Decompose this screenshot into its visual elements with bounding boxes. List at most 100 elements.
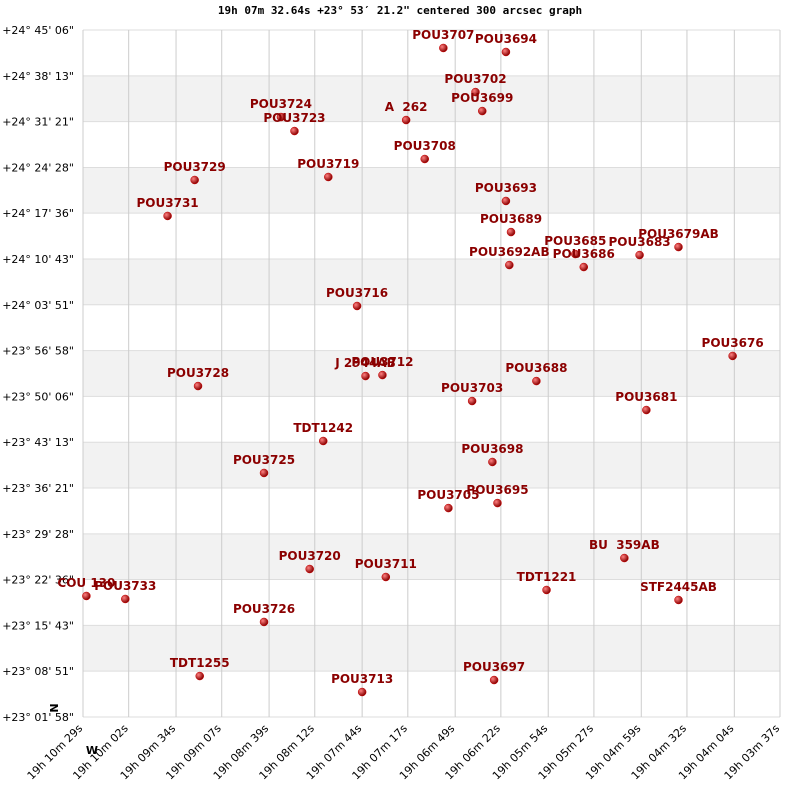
star-marker	[579, 262, 589, 272]
y-tick-label: +24° 10' 43"	[2, 253, 74, 266]
star-label: POU3695	[466, 483, 528, 497]
star-marker	[444, 503, 453, 513]
star-label: POU3697	[463, 660, 525, 674]
band	[83, 75, 780, 122]
star-label: POU3692AB	[469, 245, 550, 259]
y-tick-label: +23° 15' 43"	[2, 619, 74, 632]
y-tick-label: +24° 17' 36"	[2, 207, 74, 220]
band	[83, 442, 780, 488]
star-label: POU3729	[164, 160, 226, 174]
star-marker	[493, 498, 502, 508]
y-tick-label: +24° 45' 06"	[2, 24, 74, 37]
star-marker	[324, 172, 333, 182]
star-label: A 262	[385, 100, 428, 114]
star-label: POU3686	[553, 247, 615, 261]
star-label: POU3719	[297, 157, 359, 171]
star-marker	[352, 301, 362, 311]
star-marker	[439, 43, 448, 53]
star-marker	[195, 671, 204, 681]
star-label: COU 130	[57, 576, 115, 590]
star-marker	[163, 211, 172, 221]
star-label: TDT1255	[170, 656, 230, 670]
star-label: POU3699	[451, 91, 513, 105]
star-label: J 2944AB	[334, 356, 395, 370]
star-label: POU3679AB	[638, 227, 719, 241]
star-label: POU3705	[417, 488, 479, 502]
star-marker	[489, 675, 499, 685]
star-label: POU3688	[505, 361, 567, 375]
star-marker	[467, 396, 477, 406]
star-marker	[635, 250, 644, 260]
star-label: POU3676	[702, 336, 764, 350]
star-marker	[478, 106, 487, 116]
star-label: POU3708	[394, 139, 456, 153]
band	[83, 259, 780, 305]
star-label: POU3726	[233, 602, 295, 616]
band	[83, 167, 780, 214]
star-label: POU3689	[480, 212, 542, 226]
y-tick-label: +23° 22' 36"	[2, 574, 74, 587]
y-tick-label: +24° 38' 13"	[2, 70, 74, 83]
star-marker	[361, 371, 370, 381]
star-marker	[401, 115, 411, 125]
star-label: POU3713	[331, 672, 393, 686]
star-label: POU3723	[263, 111, 325, 125]
y-tick-label: +24° 24' 28"	[2, 161, 74, 174]
star-label: TDT1242	[293, 421, 353, 435]
star-marker	[276, 112, 286, 122]
star-marker	[121, 594, 130, 604]
star-marker	[506, 227, 516, 237]
star-marker	[488, 457, 497, 467]
star-marker	[674, 242, 683, 252]
star-marker	[290, 126, 299, 136]
star-marker	[620, 553, 629, 563]
star-label: POU3716	[326, 286, 388, 300]
star-label: POU3681	[615, 390, 677, 404]
star-marker	[82, 591, 91, 601]
band	[83, 533, 780, 580]
star-marker	[259, 617, 269, 627]
star-label: BU 359AB	[589, 538, 660, 552]
star-marker	[357, 687, 367, 697]
star-label: POU3702	[444, 72, 506, 86]
star-label: POU3707	[412, 28, 474, 42]
star-marker	[571, 249, 580, 259]
star-marker	[305, 564, 314, 574]
y-tick-label: +23° 01' 58"	[2, 711, 74, 724]
star-marker	[190, 175, 199, 185]
star-marker	[318, 436, 328, 446]
star-marker	[193, 381, 203, 391]
star-marker	[259, 468, 269, 478]
star-label: POU3693	[475, 181, 537, 195]
star-label: POU3712	[351, 355, 413, 369]
star-marker	[420, 154, 429, 164]
star-marker	[501, 196, 511, 206]
star-label: POU3694	[475, 32, 537, 46]
star-label: POU3703	[441, 381, 503, 395]
y-tick-label: +23° 36' 21"	[2, 482, 74, 495]
star-marker	[381, 572, 391, 582]
star-marker	[378, 370, 387, 380]
star-label: POU3724	[250, 97, 312, 111]
star-marker	[542, 585, 551, 595]
y-tick-label: +23° 56' 58"	[2, 345, 74, 358]
y-tick-label: +23° 08' 51"	[2, 665, 74, 678]
star-label: STF2445AB	[640, 580, 717, 594]
west-label: W	[86, 744, 98, 757]
north-label: N	[48, 703, 61, 712]
star-marker	[532, 376, 541, 386]
star-label: POU3725	[233, 453, 295, 467]
y-tick-label: +23° 29' 28"	[2, 528, 74, 541]
star-marker	[501, 47, 511, 57]
star-marker	[471, 87, 480, 97]
y-tick-label: +24° 31' 21"	[2, 116, 74, 129]
y-tick-label: +24° 03' 51"	[2, 299, 74, 312]
star-label: POU3711	[355, 557, 417, 571]
y-tick-label: +23° 50' 06"	[2, 390, 74, 403]
star-label: POU3685	[544, 234, 606, 248]
star-marker	[642, 405, 651, 415]
star-marker	[728, 351, 737, 361]
star-label: POU3683	[609, 235, 671, 249]
star-label: POU3728	[167, 366, 229, 380]
